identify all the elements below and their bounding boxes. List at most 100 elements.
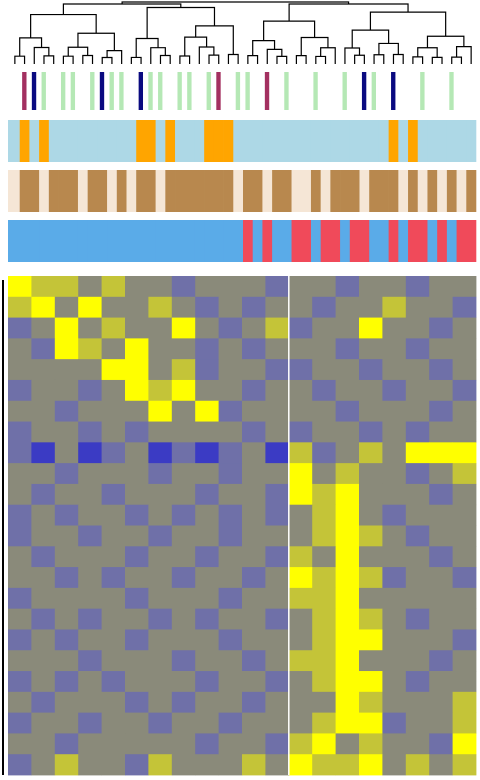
heatmap-cell (171, 359, 196, 381)
annotation-cell (408, 170, 419, 212)
heatmap-cell (78, 691, 102, 714)
annotation-cell (145, 120, 156, 162)
heatmap-cell (429, 338, 453, 360)
annotation-cell (437, 220, 448, 262)
dendrogram-branch (263, 20, 316, 41)
annotation-cell (301, 170, 312, 212)
heatmap-cell (312, 546, 336, 568)
heatmap-cell (125, 712, 149, 734)
heatmap-cell (78, 359, 102, 381)
heatmap-cell (148, 359, 173, 381)
heatmap-cell (265, 733, 290, 755)
dendrogram-branch (351, 29, 390, 49)
annotation-cell (39, 220, 50, 262)
heatmap-cell (265, 400, 290, 422)
heatmap-cell (405, 733, 430, 755)
annotation-cell (429, 72, 435, 110)
annotation-cell (281, 170, 292, 212)
heatmap-cell (125, 608, 149, 630)
dendrogram-branch (195, 25, 234, 55)
heatmap-cell (452, 483, 477, 506)
heatmap-cell (148, 296, 173, 318)
heatmap-cell (335, 379, 360, 402)
heatmap-cell (429, 629, 453, 651)
heatmap-cell (359, 525, 383, 547)
heatmap-cell (8, 733, 32, 755)
heatmap-cell (195, 504, 219, 526)
heatmap-cell (242, 691, 266, 714)
heatmap-cell (359, 671, 383, 693)
annotation-cell (77, 120, 88, 162)
annotation-cell (31, 72, 37, 110)
annotation-cell (10, 170, 21, 212)
heatmap-cell (78, 629, 102, 651)
heatmap-cell (78, 712, 102, 734)
heatmap-cell (78, 587, 102, 610)
heatmap-cell (31, 629, 56, 651)
annotation-cell (381, 72, 386, 110)
heatmap-cell (242, 587, 266, 610)
heatmap-cell (265, 421, 290, 443)
annotation-cell (165, 220, 176, 262)
annotation-cell (466, 220, 477, 262)
heatmap-cell (452, 359, 477, 381)
heatmap-cell (218, 587, 243, 610)
annotation-cell (439, 72, 444, 110)
heatmap-cell (429, 712, 453, 734)
heatmap-cell (359, 379, 383, 402)
annotation-cell (281, 120, 292, 162)
annotation-cell (116, 170, 127, 212)
heatmap-cell (195, 276, 219, 298)
heatmap-cell (335, 359, 360, 381)
heatmap-cell (8, 754, 32, 776)
annotation-cell (155, 120, 166, 162)
heatmap-cell (452, 463, 477, 485)
annotation-cell (262, 170, 273, 212)
heatmap-cell (31, 650, 56, 672)
annotation-cell (330, 220, 341, 262)
heatmap-cell (101, 587, 126, 610)
heatmap-cell (452, 525, 477, 547)
dendrogram-branch (130, 56, 142, 64)
annotation-cell (243, 220, 254, 262)
annotation-cell (291, 120, 302, 162)
heatmap-cell (312, 587, 336, 610)
heatmap-cell (265, 587, 290, 610)
annotation-cell (223, 120, 234, 162)
heatmap-cell (125, 338, 149, 360)
annotation-cell (262, 220, 273, 262)
annotation-cell (12, 72, 17, 110)
annotation-cell (29, 220, 40, 262)
heatmap-cell (125, 359, 149, 381)
annotation-cell (235, 72, 241, 110)
heatmap-cell (359, 317, 383, 339)
heatmap-cell (405, 629, 430, 651)
heatmap-cell (101, 754, 126, 776)
heatmap-cell (429, 504, 453, 526)
heatmap-cell (54, 546, 79, 568)
heatmap-cell (54, 587, 79, 610)
heatmap-cell (382, 379, 407, 402)
heatmap-cell (265, 629, 290, 651)
heatmap-cell (312, 567, 336, 589)
annotation-cell (233, 120, 244, 162)
heatmap-cell (54, 421, 79, 443)
heatmap-cell (8, 629, 32, 651)
heatmap-cell (242, 359, 266, 381)
annotation-cell (369, 170, 380, 212)
heatmap-cell (359, 463, 383, 485)
heatmap-cell (8, 442, 32, 464)
annotation-cell (22, 72, 27, 110)
heatmap-cell (405, 671, 430, 693)
heatmap-cell (31, 587, 56, 610)
annotation-cell (408, 120, 419, 162)
heatmap-cell (8, 338, 32, 360)
annotation-cell (126, 170, 137, 212)
heatmap-cell (31, 608, 56, 630)
heatmap-cell (125, 629, 149, 651)
heatmap-cell (54, 733, 79, 755)
heatmap-cell (312, 650, 336, 672)
annotation-cell (255, 72, 260, 110)
heatmap-cell (405, 754, 430, 776)
annotation-cell (107, 120, 118, 162)
